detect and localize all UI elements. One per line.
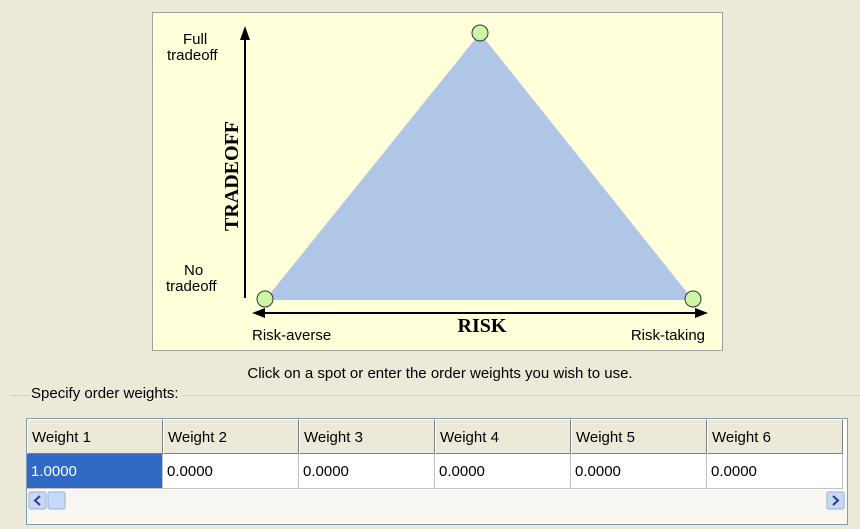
scroll-thumb[interactable] [47,491,66,510]
horizontal-scrollbar[interactable] [27,490,847,522]
group-line [10,395,860,396]
weight-cell[interactable]: 0.0000 [571,454,707,489]
scroll-track[interactable] [27,490,847,522]
weight-cell[interactable]: 1.0000 [27,454,163,489]
column-header[interactable]: Weight 6 [707,419,843,454]
column-header[interactable]: Weight 4 [435,419,571,454]
x-right-label: Risk-taking [631,327,705,344]
column-header[interactable]: Weight 3 [299,419,435,454]
vertex-left[interactable] [256,290,274,308]
weight-cell[interactable]: 0.0000 [299,454,435,489]
y-arrow [240,26,250,40]
column-header[interactable]: Weight 1 [27,419,163,454]
vertex-right[interactable] [684,290,702,308]
y-top-label: Full [183,31,207,48]
weight-cell[interactable]: 0.0000 [707,454,843,489]
x-axis-title: RISK [458,315,507,337]
instruction: Click on a spot or enter the order weigh… [247,365,633,382]
weights-table: Weight 1 Weight 2 Weight 3 Weight 4 Weight 5… [26,418,848,525]
scroll-left-icon [33,495,41,506]
weight-cell[interactable]: 0.0000 [163,454,299,489]
triangle[interactable] [265,33,693,300]
y-axis-title: TRADEOFF [221,121,243,231]
vertex-top[interactable] [471,24,489,42]
x-left-label: Risk-averse [252,327,331,344]
x-arrow-right [695,308,708,318]
diagram: Full tradeoff No tradeoff TRADEOFF Risk-… [152,12,723,351]
y-top-label: tradeoff [167,47,218,64]
y-bottom-label: No [184,262,203,279]
scroll-right[interactable] [826,491,845,510]
x-arrow-left [252,308,265,318]
y-bottom-label: tradeoff [166,278,217,295]
scroll-left[interactable] [28,491,47,510]
column-header[interactable]: Weight 2 [163,419,299,454]
column-header[interactable]: Weight 5 [571,419,707,454]
scroll-right-icon [832,495,840,506]
group-title: Specify order weights: [28,385,182,402]
weight-cell[interactable]: 0.0000 [435,454,571,489]
